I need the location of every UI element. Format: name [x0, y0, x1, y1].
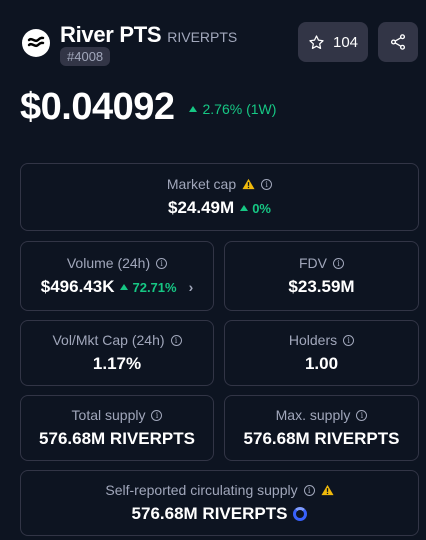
price-value: $0.04092 — [20, 86, 175, 128]
watchlist-count: 104 — [332, 33, 359, 51]
circulating-supply-label: Self-reported circulating supply — [105, 482, 298, 498]
holders-value: 1.00 — [304, 354, 339, 373]
vol-mkt-cap-label: Vol/Mkt Cap (24h) — [52, 332, 165, 348]
info-icon[interactable]: i — [170, 334, 182, 346]
max-supply-value: 576.68M RIVERPTS — [243, 429, 400, 448]
price-change: 2.76% (1W) — [188, 99, 277, 117]
total-supply-card: Total supply i 576.68M RIVERPTS — [20, 395, 214, 461]
volume-label: Volume (24h) — [66, 255, 151, 271]
up-arrow-icon — [240, 205, 249, 211]
share-button[interactable] — [378, 22, 418, 62]
holders-card: Holders i 1.00 — [224, 320, 419, 386]
info-icon[interactable]: i — [333, 257, 344, 269]
market-cap-change: 0% — [240, 201, 271, 216]
warning-icon[interactable] — [242, 178, 255, 190]
vol-mkt-cap-card: Vol/Mkt Cap (24h) i 1.17% — [20, 320, 214, 386]
volume-value: $496.43K — [40, 277, 115, 296]
market-cap-card: Market cap i $24.49M 0% — [20, 163, 419, 231]
info-icon[interactable]: i — [156, 257, 168, 269]
up-arrow-icon — [188, 105, 197, 112]
info-icon[interactable]: i — [343, 334, 355, 346]
volume-change-text: 72.71% — [132, 279, 177, 295]
info-icon[interactable]: i — [151, 409, 163, 421]
circulating-supply-card: Self-reported circulating supply i 576.6… — [20, 470, 419, 536]
fdv-card: FDV i $23.59M — [224, 241, 419, 311]
market-cap-value: $24.49M — [168, 198, 235, 217]
coin-logo — [22, 29, 50, 57]
river-logo-icon — [27, 36, 45, 48]
share-icon — [390, 34, 406, 50]
coin-title: River PTS RIVERPTS — [60, 22, 237, 48]
info-icon[interactable]: i — [261, 178, 273, 190]
fdv-value: $23.59M — [288, 277, 355, 296]
chevron-right-icon[interactable]: › — [188, 279, 194, 295]
volume-card[interactable]: Volume (24h) i $496.43K 72.71% › — [20, 241, 214, 311]
coin-name: River PTS — [60, 22, 162, 47]
circulating-supply-value: 576.68M RIVERPTS — [131, 504, 288, 523]
info-icon[interactable]: i — [356, 409, 368, 421]
loading-ring-icon — [293, 507, 308, 521]
max-supply-card: Max. supply i 576.68M RIVERPTS — [224, 395, 419, 461]
rank-badge: #4008 — [60, 47, 111, 66]
total-supply-label: Total supply — [71, 407, 146, 423]
max-supply-label: Max. supply — [275, 407, 351, 423]
warning-icon[interactable] — [321, 484, 334, 496]
vol-mkt-cap-value: 1.17% — [92, 354, 142, 373]
holders-label: Holders — [288, 332, 338, 348]
price-change-text: 2.76% (1W) — [202, 100, 277, 117]
volume-change: 72.71% — [120, 279, 177, 295]
price-row: $0.04092 2.76% (1W) — [20, 86, 276, 129]
market-cap-change-text: 0% — [252, 200, 271, 216]
coin-header: River PTS RIVERPTS #4008 — [20, 20, 418, 70]
total-supply-value: 576.68M RIVERPTS — [39, 429, 195, 448]
watchlist-button[interactable]: 104 — [298, 22, 368, 62]
up-arrow-icon — [120, 284, 129, 290]
market-cap-label: Market cap — [166, 176, 237, 192]
coin-symbol: RIVERPTS — [167, 29, 238, 45]
info-icon[interactable]: i — [303, 484, 315, 496]
star-icon — [309, 34, 324, 49]
fdv-label: FDV — [299, 255, 327, 271]
